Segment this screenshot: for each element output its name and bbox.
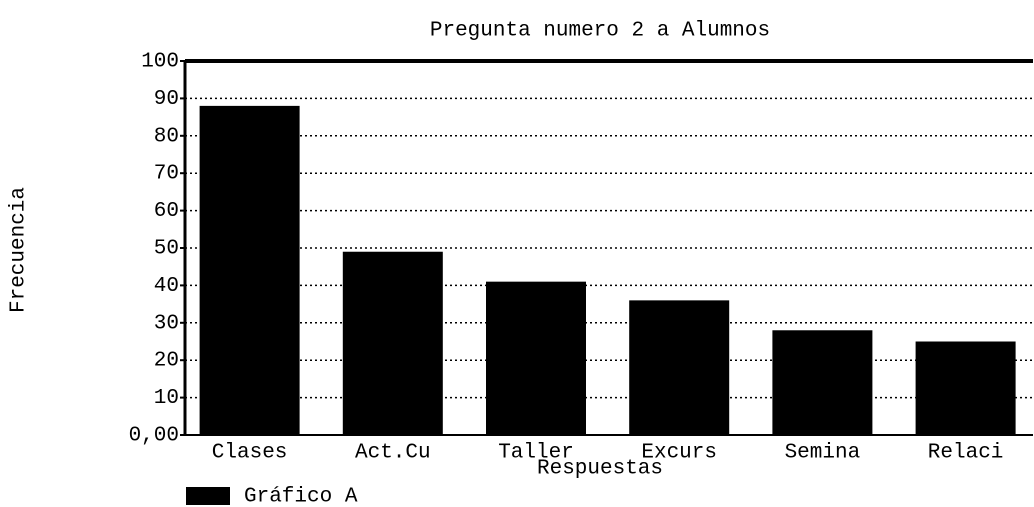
y-tick-label: 100	[141, 51, 179, 74]
x-tick-label: Semina	[785, 442, 861, 465]
x-tick-label: Act.Cu	[355, 442, 431, 465]
x-tick-label: Excurs	[641, 442, 717, 465]
chart-title: Pregunta numero 2 a Alumnos	[430, 20, 770, 43]
bar	[486, 281, 586, 435]
y-tick-label: 90	[154, 88, 179, 111]
bar	[629, 300, 730, 435]
x-tick-label: Taller	[498, 442, 574, 465]
bar	[342, 251, 443, 435]
y-tick-label: 80	[154, 125, 179, 148]
y-tick-label: 20	[154, 350, 179, 373]
x-tick-label: Relaci	[928, 442, 1004, 465]
y-tick-label: 40	[154, 275, 179, 298]
y-tick-label: 30	[154, 312, 179, 335]
x-tick-label: Clases	[212, 442, 288, 465]
bar	[915, 341, 1016, 435]
y-tick-label: 60	[154, 200, 179, 223]
bar	[772, 330, 873, 435]
legend-swatch	[186, 487, 230, 505]
legend-label: Gráfico A	[244, 486, 358, 507]
y-axis-label: Frecuencia	[8, 187, 31, 313]
y-tick-label: 0,00	[129, 425, 179, 448]
x-axis-label: Respuestas	[537, 458, 663, 481]
bar	[199, 105, 300, 435]
y-tick-label: 10	[154, 387, 179, 410]
y-tick-label: 70	[154, 163, 179, 186]
y-tick-label: 50	[154, 238, 179, 261]
